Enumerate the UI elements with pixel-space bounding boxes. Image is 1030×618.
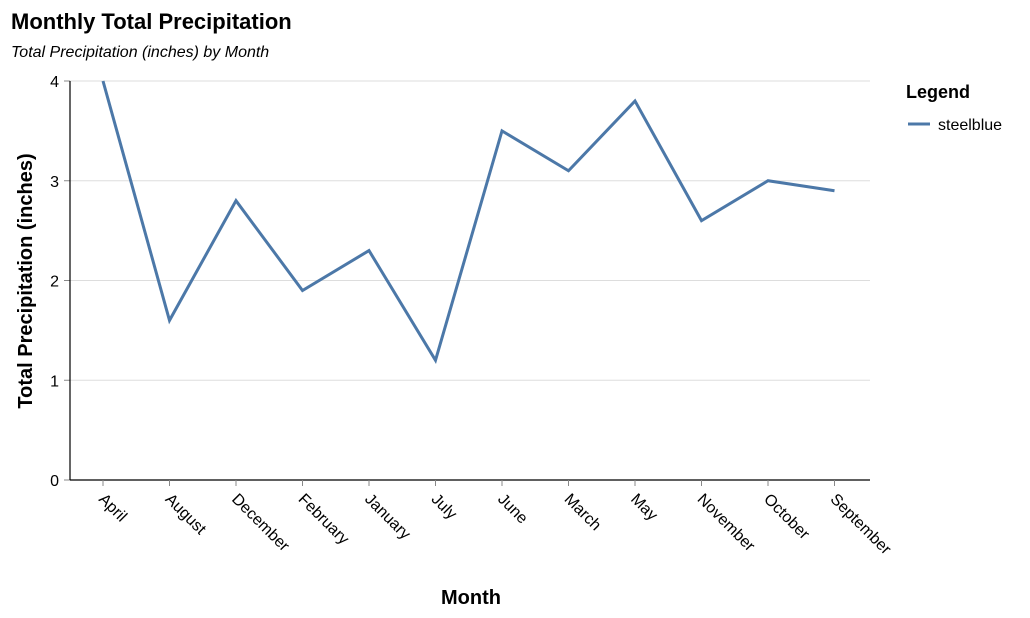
x-tick-label: July — [428, 491, 460, 523]
y-tick-label: 2 — [50, 274, 59, 291]
x-tick-label: October — [760, 491, 813, 544]
legend: Legend steelblue — [906, 82, 1002, 134]
legend-label: steelblue — [938, 117, 1002, 134]
y-tick-label: 0 — [50, 473, 59, 490]
x-tick-label: February — [295, 491, 352, 548]
x-tick-label: December — [228, 491, 293, 556]
y-axis: 0 1 2 3 4 — [50, 74, 71, 490]
x-tick-label: January — [361, 491, 413, 543]
chart-title: Monthly Total Precipitation — [11, 9, 292, 34]
y-tick-label: 1 — [50, 373, 59, 390]
x-axis: April August December February January July Ju… — [70, 479, 895, 559]
x-tick-label: April — [95, 491, 130, 526]
x-tick-label: May — [627, 491, 660, 524]
series-line — [101, 80, 835, 365]
x-tick-label: June — [494, 491, 531, 528]
y-axis-title: Total Precipitation (inches) — [15, 153, 37, 408]
x-tick-label: September — [827, 491, 895, 559]
legend-title: Legend — [906, 82, 970, 102]
series-lines — [101, 80, 835, 365]
y-tick-label: 3 — [50, 174, 59, 191]
x-tick-label: August — [162, 491, 210, 539]
x-axis-title: Month — [441, 587, 501, 609]
chart-subtitle: Total Precipitation (inches) by Month — [11, 44, 269, 61]
x-tick-label: November — [694, 491, 759, 556]
x-tick-label: March — [561, 491, 604, 534]
grid-lines — [70, 80, 870, 381]
y-tick-label: 4 — [50, 74, 59, 91]
